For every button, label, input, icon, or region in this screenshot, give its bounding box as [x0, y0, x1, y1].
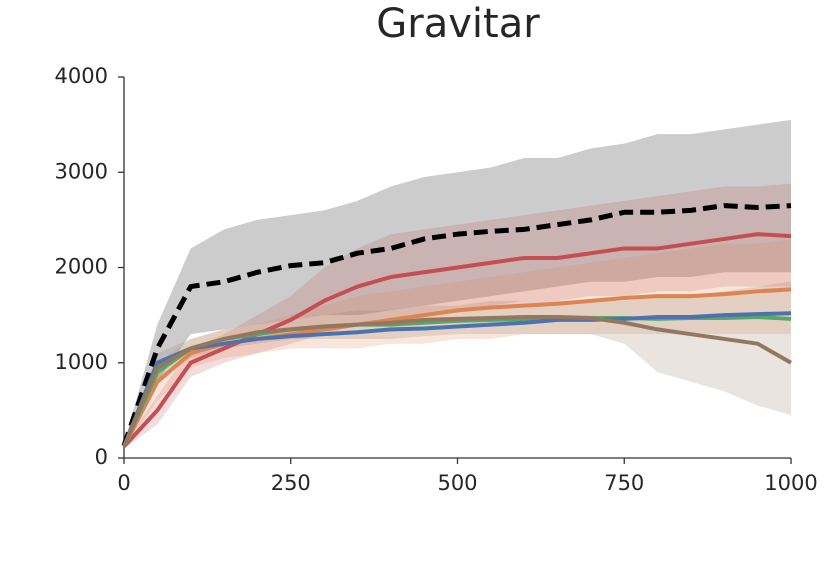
- y-tick-label: 2000: [55, 255, 108, 279]
- band: [124, 238, 791, 449]
- x-tick-label: 0: [117, 471, 130, 495]
- y-tick-label: 1000: [55, 350, 108, 374]
- series-line: [122, 311, 792, 448]
- series-line: [121, 203, 792, 447]
- x-tick-label: 250: [271, 471, 311, 495]
- series-line: [122, 315, 792, 448]
- band: [124, 119, 791, 449]
- x-tick-label: 1000: [764, 471, 817, 495]
- chart-title: Gravitar: [376, 1, 540, 47]
- x-tick-label: 750: [604, 471, 644, 495]
- y-tick-label: 0: [95, 445, 108, 469]
- y-tick-label: 4000: [55, 64, 108, 88]
- x-tick-label: 500: [437, 471, 477, 495]
- y-tick-label: 3000: [55, 159, 108, 183]
